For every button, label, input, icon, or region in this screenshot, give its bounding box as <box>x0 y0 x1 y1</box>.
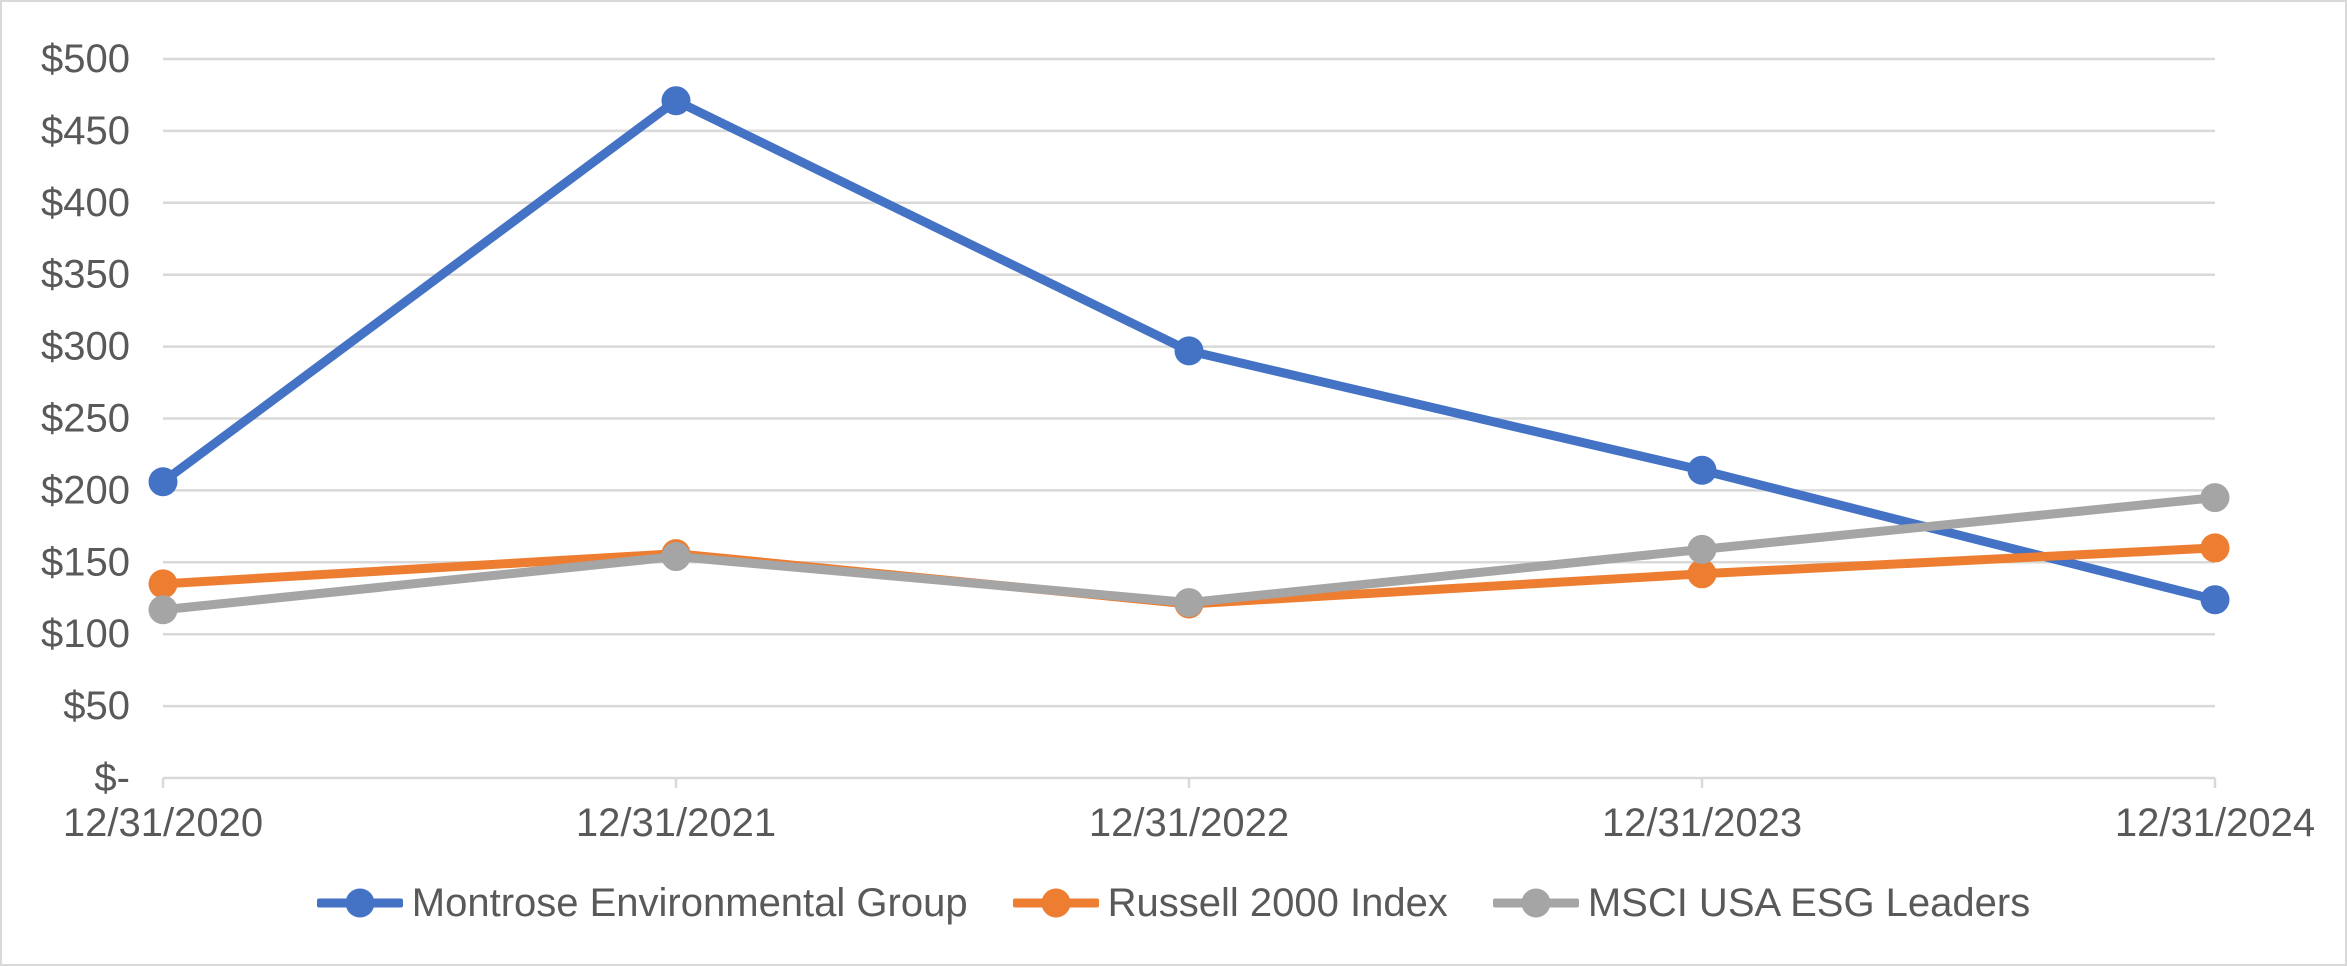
y-axis-tick-label: $250 <box>41 397 130 441</box>
y-axis-tick-label: $100 <box>41 612 130 656</box>
legend-label: Russell 2000 Index <box>1107 880 1448 925</box>
y-axis-tick-label: $- <box>94 756 130 800</box>
y-axis-tick-label: $200 <box>41 468 130 512</box>
y-axis-tick-label: $150 <box>41 540 130 584</box>
series-marker-russell-2000-index <box>1687 559 1717 589</box>
chart-legend: Montrose Environmental Group Russell 2000… <box>2 868 2345 938</box>
series-marker-russell-2000-index <box>2200 533 2230 563</box>
legend-line-marker-icon <box>316 888 403 918</box>
legend-item-msci-usa-esg-leaders: MSCI USA ESG Leaders <box>1492 880 2031 926</box>
legend-item-russell-2000-index: Russell 2000 Index <box>1012 880 1448 926</box>
series-marker-montrose-environmental-group <box>2200 585 2230 615</box>
series-marker-montrose-environmental-group <box>1174 336 1204 366</box>
x-axis-tick-label: 12/31/2021 <box>576 801 776 845</box>
y-axis-tick-label: $300 <box>41 325 130 369</box>
legend-line-marker-icon <box>1012 888 1099 918</box>
legend-label: Montrose Environmental Group <box>411 880 968 925</box>
legend-label: MSCI USA ESG Leaders <box>1587 880 2031 925</box>
x-axis-tick-label: 12/31/2020 <box>63 801 263 845</box>
series-marker-msci-usa-esg-leaders <box>1174 588 1204 618</box>
x-axis-tick-label: 12/31/2024 <box>2115 801 2315 845</box>
series-marker-msci-usa-esg-leaders <box>661 542 691 572</box>
legend-line-marker-icon <box>1492 888 1579 918</box>
series-marker-russell-2000-index <box>148 569 178 599</box>
series-marker-msci-usa-esg-leaders <box>148 595 178 625</box>
series-marker-msci-usa-esg-leaders <box>2200 483 2230 513</box>
series-marker-montrose-environmental-group <box>148 467 178 497</box>
legend-item-montrose-environmental-group: Montrose Environmental Group <box>316 880 968 926</box>
series-marker-montrose-environmental-group <box>661 86 691 116</box>
series-marker-montrose-environmental-group <box>1687 455 1717 485</box>
y-axis-tick-label: $400 <box>41 181 130 225</box>
x-axis-tick-label: 12/31/2023 <box>1602 801 1802 845</box>
y-axis-tick-label: $500 <box>41 37 130 81</box>
x-axis-tick-label: 12/31/2022 <box>1089 801 1289 845</box>
series-marker-msci-usa-esg-leaders <box>1687 534 1717 564</box>
y-axis-tick-label: $50 <box>63 684 130 728</box>
y-axis-tick-label: $350 <box>41 253 130 297</box>
y-axis-tick-label: $450 <box>41 109 130 153</box>
